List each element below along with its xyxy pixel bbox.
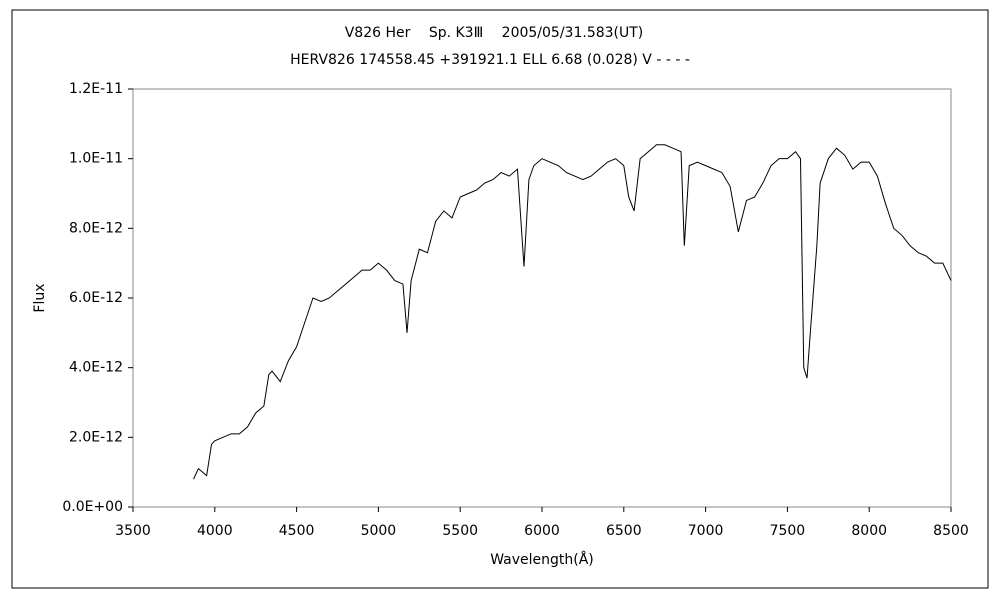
y-tick-label: 6.0E-12 <box>69 290 123 306</box>
y-tick-label: 8.0E-12 <box>69 220 123 236</box>
x-tick-label: 4500 <box>279 523 315 539</box>
x-tick-label: 6500 <box>606 523 642 539</box>
y-tick-label: 0.0E+00 <box>62 499 123 515</box>
x-tick-label: 7500 <box>770 523 806 539</box>
y-tick-label: 1.2E-11 <box>69 81 123 97</box>
x-tick-label: 7000 <box>688 523 724 539</box>
x-tick-label: 5500 <box>442 523 478 539</box>
spectrum-line <box>193 144 952 480</box>
x-tick-label: 8000 <box>851 523 887 539</box>
x-tick-label: 6000 <box>524 523 560 539</box>
y-tick-label: 1.0E-11 <box>69 151 123 167</box>
x-tick-label: 5000 <box>361 523 397 539</box>
x-tick-label: 8500 <box>933 523 969 539</box>
x-axis-label: Wavelength(Å) <box>490 551 594 568</box>
y-tick-label: 2.0E-12 <box>69 429 123 445</box>
x-tick-label: 3500 <box>115 523 151 539</box>
y-axis-label: Flux <box>32 283 48 312</box>
y-tick-label: 4.0E-12 <box>69 360 123 376</box>
chart-subtitle: HERV826 174558.45 +391921.1 ELL 6.68 (0.… <box>290 52 690 68</box>
chart-frame <box>11 9 989 589</box>
chart-title: V826 Her Sp. K3Ⅲ 2005/05/31.583(UT) <box>345 25 644 41</box>
x-tick-label: 4000 <box>197 523 233 539</box>
